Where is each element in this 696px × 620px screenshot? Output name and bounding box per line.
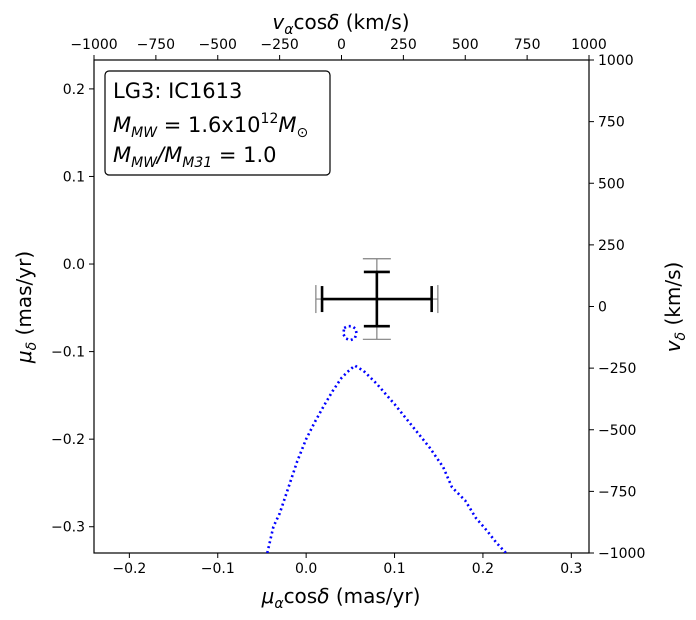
- top-x-tick-label: −1000: [70, 37, 117, 53]
- right-y-tick-label: −750: [598, 484, 636, 500]
- top-x-tick-label: 0: [337, 37, 346, 53]
- x-tick-label: 0.3: [560, 561, 582, 577]
- top-x-tick-label: 750: [514, 37, 541, 53]
- y-tick-label: −0.2: [51, 432, 85, 448]
- contour-line: [266, 364, 507, 553]
- top-x-tick-label: −500: [199, 37, 237, 53]
- legend-line-1: LG3: IC1613: [113, 79, 242, 103]
- top-x-tick-label: 250: [390, 37, 417, 53]
- top-x-axis-title: vαcosδ (km/s): [272, 10, 409, 38]
- y-tick-label: −0.3: [51, 520, 85, 536]
- top-x-tick-label: −250: [260, 37, 298, 53]
- top-x-tick-label: 500: [452, 37, 479, 53]
- right-y-tick-label: 0: [598, 300, 607, 316]
- contour-line: [341, 324, 358, 342]
- bottom-x-axis: −0.2 −0.1 0.0 0.1 0.2 0.3: [112, 553, 582, 577]
- right-y-tick-label: 1000: [598, 53, 634, 69]
- y-tick-label: −0.1: [51, 345, 85, 361]
- legend: LG3: IC1613 MMW = 1.6x1012M⊙ MMW/MM31 = …: [104, 70, 331, 176]
- x-tick-label: 0.2: [472, 561, 494, 577]
- top-x-tick-label: −750: [137, 37, 175, 53]
- right-y-axis: −1000 −750 −500 −250 0 250 500 750 1000: [589, 53, 645, 562]
- top-x-tick-label: 1000: [571, 37, 607, 53]
- error-bars: [315, 258, 439, 340]
- legend-line-2: MMW = 1.6x1012M⊙: [113, 111, 308, 141]
- right-y-tick-label: −1000: [598, 546, 645, 562]
- left-y-axis: −0.3 −0.2 −0.1 0.0 0.1 0.2: [51, 82, 94, 536]
- right-y-tick-label: −250: [598, 361, 636, 377]
- contour-lines: [266, 324, 507, 553]
- x-tick-label: −0.2: [112, 561, 146, 577]
- right-y-tick-label: 500: [598, 176, 625, 192]
- right-y-tick-label: 250: [598, 238, 625, 254]
- y-axis-title: μδ (mas/yr): [12, 251, 40, 364]
- right-y-tick-label: −500: [598, 423, 636, 439]
- top-x-axis: −1000 −750 −500 −250 0 250 500 750 1000: [70, 37, 607, 60]
- x-tick-label: 0.1: [383, 561, 405, 577]
- right-y-tick-label: 750: [598, 115, 625, 131]
- legend-box: [104, 70, 331, 176]
- x-tick-label: 0.0: [295, 561, 317, 577]
- legend-line-3: MMW/MM31 = 1.0: [113, 143, 277, 171]
- x-tick-label: −0.1: [201, 561, 235, 577]
- right-y-axis-title: vδ (km/s): [661, 262, 689, 353]
- y-tick-label: 0.0: [63, 257, 85, 273]
- y-tick-label: 0.1: [63, 169, 85, 185]
- y-tick-label: 0.2: [63, 82, 85, 98]
- x-axis-title: μαcosδ (mas/yr): [261, 584, 421, 612]
